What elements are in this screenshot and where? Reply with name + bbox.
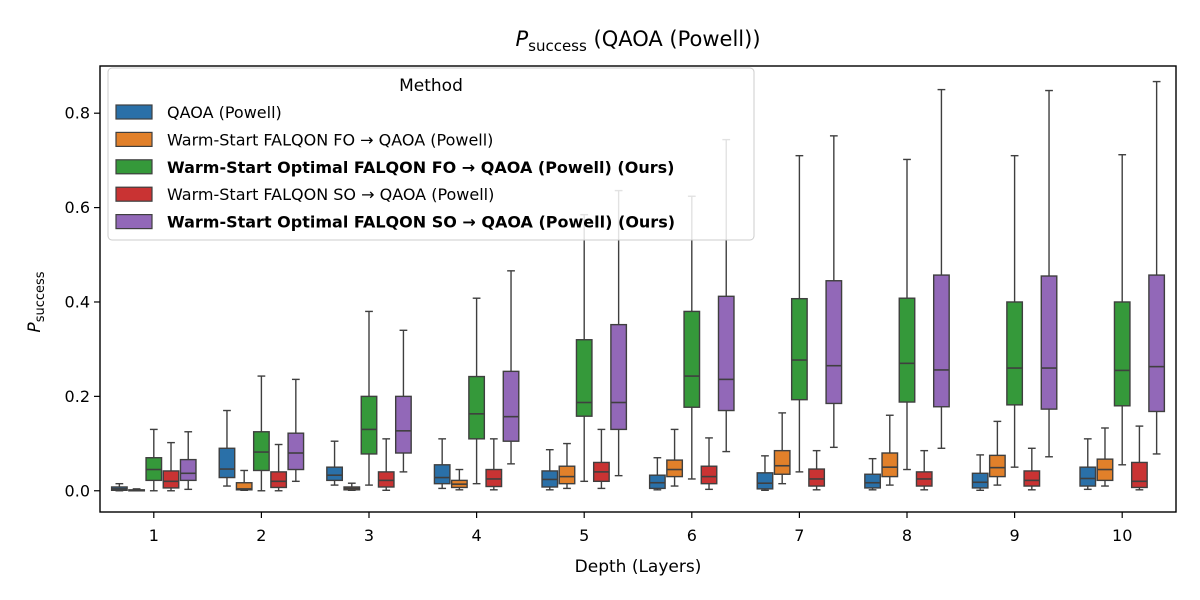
axes-frame bbox=[99, 65, 1177, 513]
box-iqr bbox=[235, 482, 253, 491]
box-iqr bbox=[252, 431, 270, 472]
box-iqr bbox=[394, 395, 412, 454]
title-symbol: P bbox=[515, 27, 528, 51]
box-iqr bbox=[162, 470, 180, 489]
box-iqr bbox=[575, 339, 593, 417]
box-iqr bbox=[1040, 275, 1058, 410]
x-tick-label: 5 bbox=[579, 526, 589, 545]
box-iqr bbox=[433, 464, 451, 485]
box-iqr bbox=[360, 395, 378, 455]
x-axis-label: Depth (Layers) bbox=[575, 557, 702, 577]
series-group bbox=[110, 409, 1097, 492]
title-suffix-space bbox=[587, 27, 594, 51]
x-tick-label: 4 bbox=[472, 526, 482, 545]
series-group bbox=[162, 425, 1148, 492]
legend-frame bbox=[107, 67, 755, 241]
x-tick-label: 8 bbox=[902, 526, 912, 545]
y-tick-label: 0.0 bbox=[65, 481, 90, 500]
box-iqr bbox=[326, 466, 344, 482]
x-tick-label: 2 bbox=[256, 526, 266, 545]
legend-title: Method bbox=[399, 76, 463, 96]
legend-swatch bbox=[115, 104, 153, 120]
box-iqr bbox=[988, 454, 1006, 478]
legend-swatch bbox=[115, 131, 153, 147]
x-tick-label: 6 bbox=[687, 526, 697, 545]
x-tick-label: 10 bbox=[1112, 526, 1132, 545]
box-iqr bbox=[700, 465, 718, 485]
series-group bbox=[128, 412, 1114, 492]
legend-label: QAOA (Powell) bbox=[167, 103, 282, 122]
box-iqr bbox=[1113, 301, 1131, 407]
legend-label: Warm-Start FALQON SO → QAOA (Powell) bbox=[167, 185, 494, 204]
legend-swatch bbox=[115, 159, 153, 175]
box-iqr bbox=[808, 468, 826, 487]
legend: Method QAOA (Powell) Warm-Start FALQON FO… bbox=[107, 67, 755, 241]
box-iqr bbox=[971, 472, 989, 489]
box-iqr bbox=[1130, 461, 1148, 489]
box-iqr bbox=[610, 323, 628, 431]
legend-label: Warm-Start FALQON FO → QAOA (Powell) bbox=[167, 130, 493, 149]
box-iqr bbox=[218, 447, 236, 479]
box-iqr bbox=[485, 468, 503, 488]
box-iqr bbox=[502, 370, 520, 442]
legend-swatch bbox=[115, 186, 153, 202]
legend-swatch bbox=[115, 214, 153, 230]
box-iqr bbox=[932, 274, 950, 408]
chart-title: Psuccess (QAOA (Powell)) bbox=[515, 27, 760, 55]
x-tick-label: 3 bbox=[364, 526, 374, 545]
x-tick-label: 1 bbox=[149, 526, 159, 545]
axes-layer: 0.0 0.2 0.4 0.6 0.8 1 2 3 4 5 6 7 8 9 10 bbox=[65, 65, 1177, 545]
box-iqr bbox=[825, 280, 843, 405]
box-iqr bbox=[1079, 466, 1097, 487]
legend-entries: QAOA (Powell) Warm-Start FALQON FO → QAOA… bbox=[115, 103, 675, 232]
box-iqr bbox=[881, 452, 899, 478]
y-axis-label: Psuccess bbox=[25, 271, 48, 332]
y-tick-label: 0.2 bbox=[65, 387, 90, 406]
series-group bbox=[179, 80, 1166, 491]
box-iqr bbox=[666, 459, 684, 478]
boxes-layer bbox=[110, 80, 1166, 492]
y-tick-label: 0.6 bbox=[65, 198, 90, 217]
ylabel-subscript: success bbox=[33, 271, 48, 322]
box-iqr bbox=[898, 297, 916, 403]
box-iqr bbox=[864, 473, 882, 489]
box-iqr bbox=[1148, 274, 1166, 413]
legend-label: Warm-Start Optimal FALQON SO → QAOA (Pow… bbox=[167, 213, 675, 232]
title-subscript: success bbox=[528, 37, 587, 55]
box-iqr bbox=[1023, 470, 1041, 487]
box-iqr bbox=[287, 432, 305, 471]
box-iqr bbox=[468, 375, 486, 440]
legend-label: Warm-Start Optimal FALQON FO → QAOA (Pow… bbox=[167, 158, 674, 177]
x-tick-label: 7 bbox=[794, 526, 804, 545]
box-iqr bbox=[773, 449, 791, 475]
y-tick-label: 0.8 bbox=[65, 104, 90, 123]
box-iqr bbox=[756, 472, 774, 490]
box-iqr bbox=[683, 310, 701, 408]
box-iqr bbox=[270, 471, 288, 489]
box-iqr bbox=[1006, 301, 1024, 406]
y-tick-label: 0.4 bbox=[65, 292, 90, 311]
box-iqr bbox=[179, 458, 197, 482]
x-tick-label: 9 bbox=[1010, 526, 1020, 545]
box-iqr bbox=[790, 297, 808, 401]
ylabel-symbol: P bbox=[25, 322, 45, 333]
series-group bbox=[145, 154, 1131, 492]
box-iqr bbox=[717, 295, 735, 412]
box-iqr bbox=[648, 474, 666, 490]
box-iqr bbox=[377, 471, 395, 488]
box-iqr bbox=[558, 465, 576, 485]
title-suffix: (QAOA (Powell)) bbox=[594, 27, 761, 51]
